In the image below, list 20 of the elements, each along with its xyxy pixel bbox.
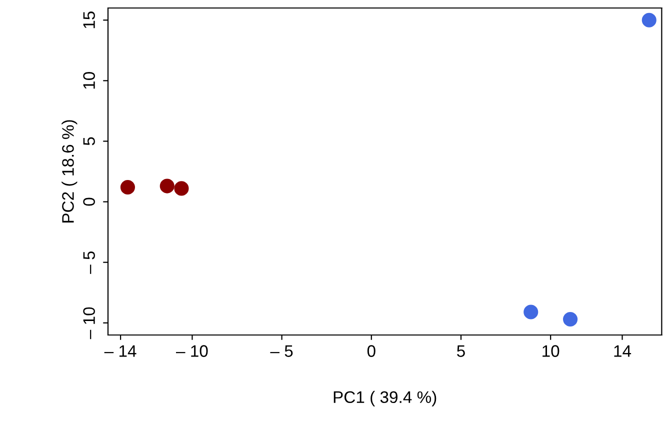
point — [174, 181, 189, 196]
y-tick-label: – 5 — [83, 251, 95, 274]
x-tick-label: 10 — [542, 345, 560, 357]
x-tick-label: – 10 — [176, 345, 208, 357]
x-tick-label: 14 — [614, 345, 632, 357]
point — [563, 312, 578, 327]
x-tick-label: 5 — [457, 345, 465, 357]
point — [642, 12, 656, 28]
x-tick-label: – 5 — [270, 345, 293, 357]
point — [524, 304, 538, 320]
y-tick-label: 0 — [83, 198, 95, 206]
x-axis-title: PC1 ( 39.4 %) — [334, 390, 436, 406]
point — [120, 180, 135, 195]
y-tick-label: 15 — [83, 12, 95, 28]
y-tick-label: 5 — [83, 137, 95, 146]
x-tick-label: – 14 — [104, 345, 136, 357]
y-axis-title: PC2 ( 18.6 %) — [62, 120, 78, 222]
x-tick-label: 0 — [367, 345, 376, 357]
y-tick-label: 10 — [83, 72, 95, 89]
point — [160, 178, 174, 194]
